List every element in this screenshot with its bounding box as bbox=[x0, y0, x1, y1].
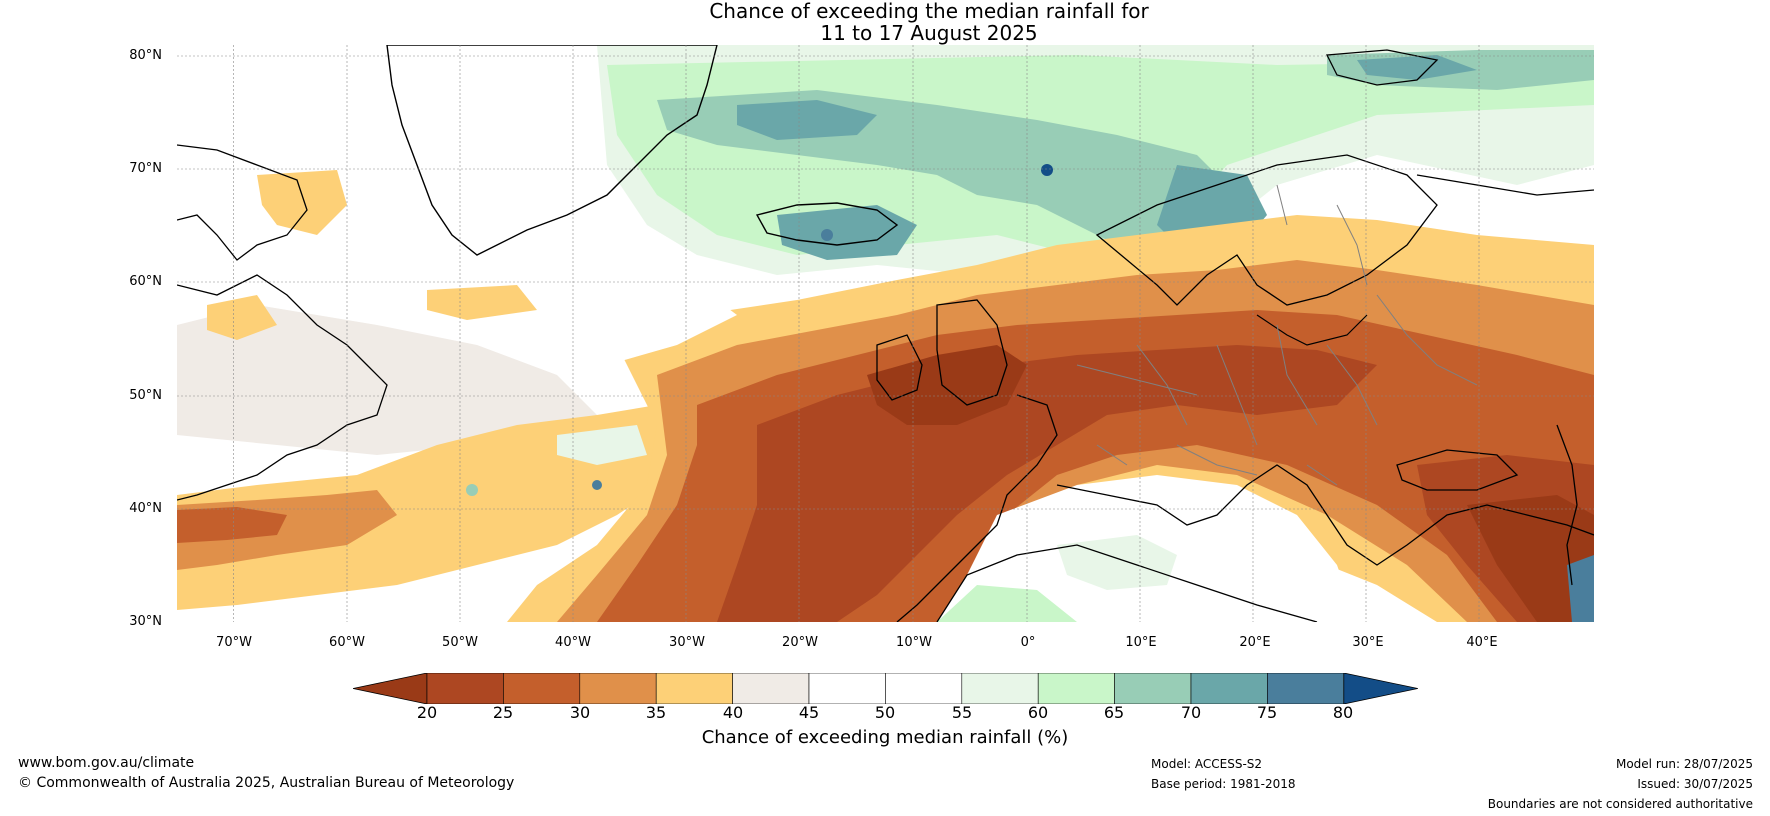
colorbar-svg bbox=[352, 672, 1418, 705]
footer-website: www.bom.gov.au/climate bbox=[18, 755, 195, 771]
lon-label-60w: 60°W bbox=[329, 635, 365, 650]
colorbar-segment-45_50 bbox=[808, 672, 886, 705]
region-teal-iceland bbox=[777, 205, 917, 260]
colorbar-tick-20: 20 bbox=[416, 703, 438, 722]
russia-arctic-coast bbox=[1416, 174, 1594, 196]
colorbar-tick-35: 35 bbox=[645, 703, 667, 722]
colorbar-segment-50_55 bbox=[885, 672, 963, 705]
region-brown-europe bbox=[717, 345, 1377, 622]
region-darkbrown-east-2 bbox=[1467, 495, 1594, 622]
baffin-coast bbox=[177, 144, 308, 261]
colorbar-segment-20_25 bbox=[426, 672, 504, 705]
region-beige-west bbox=[177, 305, 597, 455]
region-darkbrown-uk bbox=[867, 345, 1027, 425]
lon-label-70w: 70°W bbox=[216, 635, 252, 650]
colorbar-segment-25_30 bbox=[503, 672, 581, 705]
region-yellow-labrador bbox=[257, 170, 347, 235]
region-yellow-nw bbox=[207, 295, 277, 340]
lat-label-30n: 30°N bbox=[129, 614, 162, 629]
greenland-coast bbox=[386, 45, 718, 256]
lon-label-30e: 30°E bbox=[1352, 635, 1384, 650]
footer-model-run: Model run: 28/07/2025 bbox=[1615, 757, 1753, 771]
colorbar-tick-30: 30 bbox=[569, 703, 591, 722]
colorbar-segment-30_35 bbox=[579, 672, 657, 705]
lat-label-60n: 60°N bbox=[129, 274, 162, 289]
graticule bbox=[177, 45, 1594, 622]
mediterranean-coast bbox=[1056, 464, 1594, 566]
black-sea-coast bbox=[1396, 449, 1519, 491]
colorbar-tick-80: 80 bbox=[1332, 703, 1354, 722]
colorbar-arrow-high bbox=[1343, 672, 1418, 705]
colorbar-tick-60: 60 bbox=[1027, 703, 1049, 722]
lat-label-70n: 70°N bbox=[129, 161, 162, 176]
colorbar-arrow-low bbox=[352, 672, 428, 705]
colorbar-segment-75_80 bbox=[1267, 672, 1345, 705]
colorbar-tick-70: 70 bbox=[1180, 703, 1202, 722]
rainfall-probability-map bbox=[177, 45, 1594, 622]
colorbar-tick-50: 50 bbox=[874, 703, 896, 722]
lat-label-80n: 80°N bbox=[129, 48, 162, 63]
svalbard-coast bbox=[1325, 49, 1439, 86]
map-title-line-1: Chance of exceeding the median rainfall … bbox=[709, 0, 1149, 23]
colorbar-segment-40_45 bbox=[732, 672, 810, 705]
caspian-coast bbox=[1556, 424, 1578, 586]
colorbar-segment-35_40 bbox=[655, 672, 733, 705]
colorbar-tick-75: 75 bbox=[1256, 703, 1278, 722]
lat-label-50n: 50°N bbox=[129, 388, 162, 403]
colorbar-tick-25: 25 bbox=[492, 703, 514, 722]
lon-label-20w: 20°W bbox=[782, 635, 818, 650]
footer-issued: Issued: 30/07/2025 bbox=[1637, 777, 1753, 791]
scandinavia-coast bbox=[1095, 154, 1438, 306]
colorbar-segment-70_75 bbox=[1190, 672, 1268, 705]
baltic-coast bbox=[1256, 314, 1368, 346]
footer-copyright: © Commonwealth of Australia 2025, Austra… bbox=[18, 775, 515, 791]
lon-label-10e: 10°E bbox=[1125, 635, 1157, 650]
lon-label-0: 0° bbox=[1020, 635, 1036, 650]
colorbar-tick-45: 45 bbox=[798, 703, 820, 722]
colorbar-label: Chance of exceeding median rainfall (%) bbox=[701, 727, 1069, 748]
map-title-line-2: 11 to 17 August 2025 bbox=[820, 21, 1038, 45]
footer-disclaimer: Boundaries are not considered authoritat… bbox=[1487, 797, 1753, 811]
colorbar-tick-65: 65 bbox=[1103, 703, 1125, 722]
region-white-atl bbox=[557, 265, 737, 365]
colorbar bbox=[352, 672, 1418, 705]
lon-label-40w: 40°W bbox=[555, 635, 591, 650]
british-isles-coast bbox=[876, 299, 1008, 406]
lon-label-20e: 20°E bbox=[1239, 635, 1271, 650]
labrador-coast bbox=[177, 274, 388, 501]
colorbar-segment-65_70 bbox=[1114, 672, 1192, 705]
colorbar-tick-40: 40 bbox=[722, 703, 744, 722]
region-green-atl bbox=[557, 425, 647, 465]
lon-label-40e: 40°E bbox=[1466, 635, 1498, 650]
lon-label-30w: 30°W bbox=[669, 635, 705, 650]
country-boundaries bbox=[1076, 184, 1478, 486]
region-teal-svalbard-2 bbox=[1357, 55, 1477, 80]
region-brown-sw bbox=[177, 507, 287, 543]
region-teal-3 bbox=[737, 100, 877, 140]
colorbar-segment-55_60 bbox=[961, 672, 1039, 705]
lon-label-10w: 10°W bbox=[896, 635, 932, 650]
colorbar-tick-55: 55 bbox=[951, 703, 973, 722]
map-svg bbox=[177, 45, 1594, 622]
lon-label-50w: 50°W bbox=[442, 635, 478, 650]
footer-model: Model: ACCESS-S2 bbox=[1151, 757, 1263, 771]
europe-west-coast bbox=[896, 394, 1058, 622]
region-yellow-mid bbox=[427, 285, 537, 320]
footer-base-period: Base period: 1981-2018 bbox=[1151, 777, 1296, 791]
colorbar-segment-60_65 bbox=[1037, 672, 1115, 705]
lat-label-40n: 40°N bbox=[129, 501, 162, 516]
region-teal-se bbox=[1567, 555, 1594, 622]
north-africa-coast bbox=[936, 544, 1318, 622]
iceland-coast bbox=[755, 202, 899, 246]
region-green-africa bbox=[937, 585, 1077, 622]
